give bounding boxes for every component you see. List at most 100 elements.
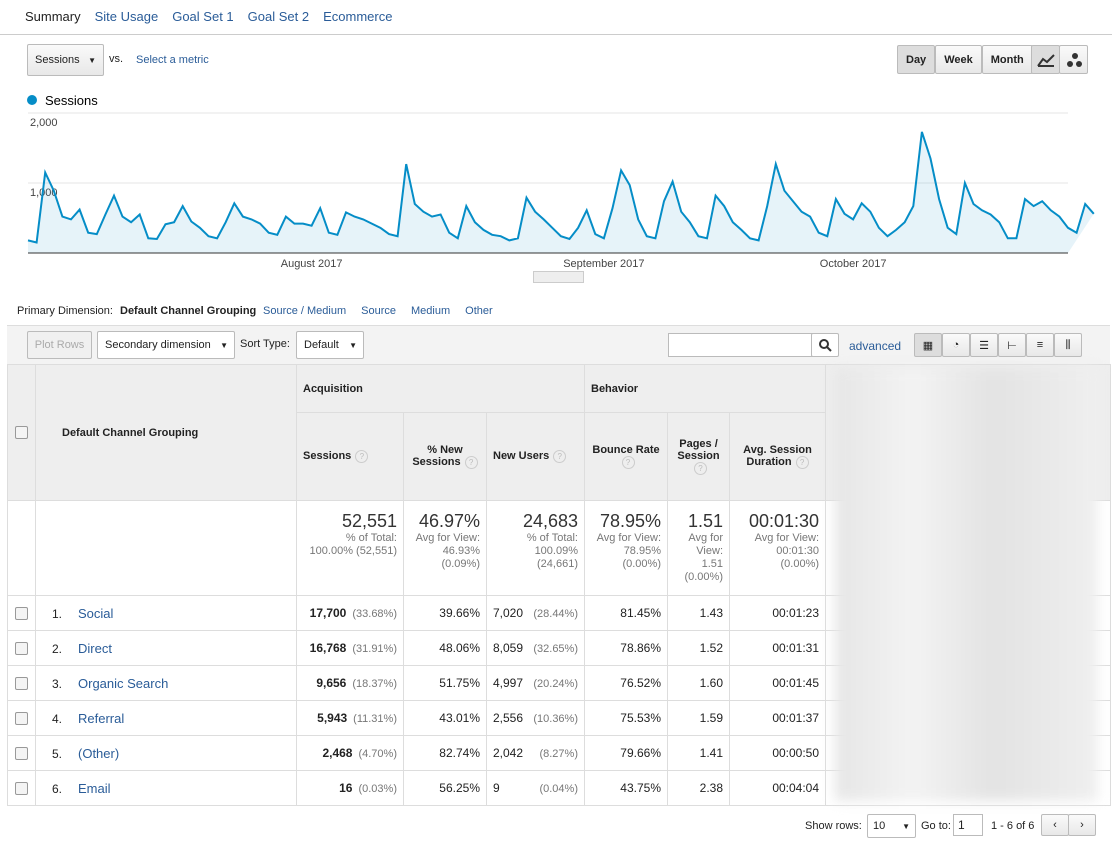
secondary-dimension-select[interactable]: Secondary dimension ▼	[97, 331, 235, 359]
performance-view-button[interactable]: ☰	[970, 333, 998, 357]
metric-select[interactable]: Sessions ▼	[27, 44, 104, 76]
checkbox[interactable]	[15, 426, 28, 439]
x-tick-label: September 2017	[563, 258, 644, 270]
bounce-rate-cell: 43.75%	[584, 770, 668, 806]
sessions-cell: 17,700 (33.68%)	[296, 595, 404, 631]
select-all-cell	[7, 364, 36, 501]
column-title: % New Sessions	[412, 444, 463, 468]
period-button[interactable]: Day	[897, 45, 936, 74]
total-note: 1.51	[701, 558, 723, 570]
new-users-value: 7,020	[493, 606, 524, 620]
term-cloud-button[interactable]: ≡	[1026, 333, 1054, 357]
help-icon: ?	[621, 456, 635, 469]
select-metric-link[interactable]: Select a metric	[136, 54, 209, 66]
plot-rows-button[interactable]: Plot Rows	[27, 331, 92, 359]
sessions-share: (4.70%)	[358, 748, 397, 760]
pivot-view-button[interactable]: ⫼	[1054, 333, 1082, 357]
search-button[interactable]	[811, 333, 839, 357]
show-rows-value: 10	[873, 820, 886, 832]
active-dimension: Default Channel Grouping	[120, 305, 257, 317]
dimension-option[interactable]: Other	[465, 305, 493, 317]
sessions-share: (31.91%)	[352, 643, 397, 655]
empty-cell	[7, 500, 36, 596]
row-name[interactable]: Social	[78, 605, 114, 621]
total-cell: 52,551% of Total: 100.00% (52,551)	[296, 500, 404, 596]
group-header: Acquisition	[296, 364, 585, 413]
row-name[interactable]: Direct	[78, 640, 112, 656]
search-input[interactable]	[668, 333, 813, 357]
tab[interactable]: Site Usage	[94, 9, 159, 24]
total-value: 00:01:30	[748, 511, 820, 531]
dimension-cell: 3. Organic Search	[35, 665, 297, 701]
group-header: Behavior	[583, 364, 827, 413]
sessions-cell: 2,468 (4.70%)	[296, 735, 404, 771]
tab[interactable]: Summary	[25, 9, 81, 24]
new-users-share: (10.36%)	[533, 713, 578, 725]
sort-type-label: Sort Type:	[240, 338, 290, 350]
total-note: (0.00%)	[684, 571, 723, 583]
checkbox[interactable]	[15, 781, 28, 795]
row-name[interactable]: Referral	[78, 710, 125, 726]
sessions-cell: 16 (0.03%)	[296, 770, 404, 806]
tab[interactable]: Goal Set 2	[247, 9, 310, 24]
table-view-button[interactable]: ▦	[914, 333, 942, 357]
go-to-input[interactable]: 1	[953, 814, 983, 836]
column-header: Pages / Session?	[667, 412, 730, 501]
new-users-share: (20.24%)	[533, 678, 578, 690]
show-rows-label: Show rows:	[805, 820, 862, 832]
sessions-value: 16	[339, 781, 353, 795]
help-icon: ?	[464, 456, 478, 469]
new-users-cell: 2,042 (8.27%)	[486, 735, 585, 771]
sessions-value: 17,700	[309, 606, 347, 620]
pie-view-button[interactable]: ◔	[942, 333, 970, 357]
dimension-header: Default Channel Grouping	[35, 364, 297, 501]
motion-chart-button[interactable]	[1059, 45, 1088, 74]
bounce-rate-cell: 76.52%	[584, 665, 668, 701]
checkbox[interactable]	[15, 641, 28, 655]
checkbox-cell	[7, 700, 36, 736]
comparison-view-button[interactable]: ⊢	[998, 333, 1026, 357]
dimension-option[interactable]: Source	[361, 305, 397, 317]
tabs: Summary Site Usage Goal Set 1 Goal Set 2 Eco…	[25, 9, 392, 24]
tab[interactable]: Ecommerce	[323, 9, 393, 24]
new-sessions-cell: 56.25%	[403, 770, 487, 806]
go-to-label: Go to:	[921, 820, 951, 832]
chart: Sessions 1,000 2,000 August 2017 September 2…	[27, 93, 1095, 270]
blurred-columns	[835, 368, 1098, 801]
sessions-value: 9,656	[316, 676, 347, 690]
row-name[interactable]: Organic Search	[78, 675, 169, 691]
period-buttons: Day Week Month	[897, 45, 1033, 74]
duration-cell: 00:04:04	[728, 770, 827, 806]
duration-cell: 00:00:50	[728, 735, 827, 771]
sessions-cell: 16,768 (31.91%)	[296, 630, 404, 666]
chart-resize-handle[interactable]	[533, 271, 584, 283]
line-chart-button[interactable]	[1031, 45, 1060, 74]
checkbox[interactable]	[15, 746, 28, 760]
duration-cell: 00:01:37	[728, 700, 827, 736]
dimension-option[interactable]: Medium	[411, 305, 451, 317]
bounce-rate-cell: 78.86%	[584, 630, 668, 666]
sort-type-select[interactable]: Default ▼	[296, 331, 364, 359]
show-rows-select[interactable]: 10 ▼	[867, 814, 916, 838]
column-header: Sessions?	[296, 412, 404, 501]
advanced-link[interactable]: advanced	[849, 339, 902, 353]
period-button[interactable]: Month	[981, 45, 1033, 74]
checkbox[interactable]	[15, 676, 28, 690]
sessions-value: 5,943	[317, 711, 348, 725]
row-name[interactable]: (Other)	[78, 745, 120, 761]
line-icon	[1036, 53, 1055, 67]
row-name[interactable]: Email	[78, 780, 111, 796]
prev-page[interactable]: ‹	[1041, 814, 1069, 836]
tab[interactable]: Goal Set 1	[172, 9, 234, 24]
dimension-option[interactable]: Source / Medium	[263, 305, 347, 317]
sessions-cell: 5,943 (11.31%)	[296, 700, 404, 736]
new-sessions-cell: 43.01%	[403, 700, 487, 736]
help-icon: ?	[795, 456, 809, 469]
checkbox[interactable]	[15, 606, 28, 620]
new-users-cell: 2,556 (10.36%)	[486, 700, 585, 736]
new-users-cell: 8,059 (32.65%)	[486, 630, 585, 666]
checkbox[interactable]	[15, 711, 28, 725]
next-page[interactable]: ›	[1068, 814, 1096, 836]
period-button[interactable]: Week	[935, 45, 982, 74]
dimension-cell: 1. Social	[35, 595, 297, 631]
